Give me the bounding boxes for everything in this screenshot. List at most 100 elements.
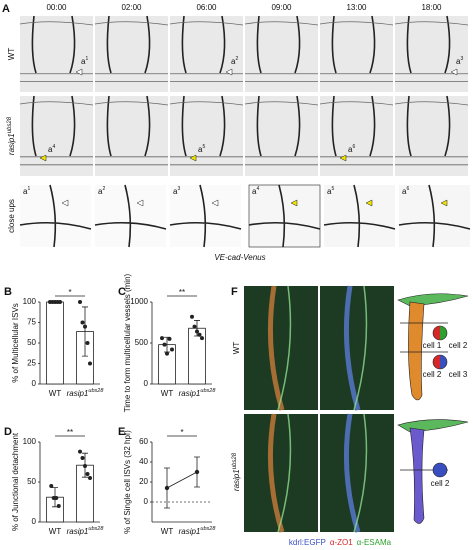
significance: ** xyxy=(67,428,73,437)
micrograph xyxy=(320,414,394,532)
micrographs xyxy=(19,15,471,533)
vessel xyxy=(144,95,151,157)
arrowhead xyxy=(440,199,448,207)
data-point xyxy=(88,476,92,480)
category-sup: ubs28 xyxy=(200,526,216,532)
annotation: a5 xyxy=(327,186,334,196)
category: WT xyxy=(161,389,174,398)
data-point xyxy=(162,342,167,347)
data-point xyxy=(195,329,199,334)
data-point xyxy=(165,351,169,356)
x-tick-label: WT xyxy=(49,389,62,398)
annotation-base: a xyxy=(231,57,236,66)
annotation-sup: 4 xyxy=(256,186,259,192)
data-point xyxy=(85,341,90,345)
stain xyxy=(267,413,285,533)
y-axis-label: % of Single cell ISVs (32 hpf) xyxy=(123,430,132,534)
annotation-sup: 1 xyxy=(27,186,30,192)
arrowhead xyxy=(136,199,144,207)
vessel xyxy=(95,156,168,166)
timepoint: 02:00 xyxy=(121,3,142,12)
schematics xyxy=(397,293,469,524)
data-point xyxy=(170,347,174,352)
annotation: a6 xyxy=(348,144,355,154)
data-point xyxy=(200,336,204,341)
vessel xyxy=(20,156,93,166)
annotation-sup: 2 xyxy=(235,56,238,62)
vessel xyxy=(169,184,242,248)
panel-letter: A xyxy=(2,3,10,15)
legend-item: α-ZO1 xyxy=(330,538,353,547)
y-tick-label: 40 xyxy=(139,457,148,466)
micrograph xyxy=(320,286,394,410)
vessel xyxy=(245,73,318,82)
data-point xyxy=(56,504,61,508)
vessel xyxy=(244,21,319,26)
vessel xyxy=(69,95,76,157)
vessel xyxy=(19,101,94,106)
vessel xyxy=(170,156,243,166)
y-tick-label: 500 xyxy=(135,338,149,347)
annotation-sup: 2 xyxy=(102,186,105,192)
micrograph xyxy=(20,16,93,92)
cell-label: cell 3 xyxy=(449,370,468,379)
panel-letter: D xyxy=(4,426,12,438)
row-label: rasip1ubs28 xyxy=(7,116,17,155)
micrograph xyxy=(244,414,318,532)
arrowhead xyxy=(211,199,219,207)
annotation-sup: 4 xyxy=(52,144,55,150)
annotation: a2 xyxy=(231,56,238,66)
vessel xyxy=(395,156,468,166)
micrograph xyxy=(245,96,318,176)
annotation-base: a xyxy=(348,145,353,154)
annotation-sup: 5 xyxy=(202,144,205,150)
annotation-base: a xyxy=(327,187,332,196)
annotation: a1 xyxy=(23,186,30,196)
micrograph xyxy=(395,16,468,92)
arrowhead xyxy=(189,154,197,162)
vessel xyxy=(94,21,169,26)
significance: ** xyxy=(179,288,185,297)
vessel xyxy=(219,95,226,157)
annotation-base: a xyxy=(48,145,53,154)
annotation-sup: 6 xyxy=(352,144,355,150)
vessel xyxy=(94,184,167,248)
gene: rasip1 xyxy=(7,133,16,155)
vessel xyxy=(19,21,94,26)
y-tick-label: 50 xyxy=(27,338,36,347)
allele: ubs28 xyxy=(232,452,238,469)
y-axis-label: % of Multicellular ISVs xyxy=(11,303,20,383)
annotation-sup: 6 xyxy=(406,186,409,192)
panel-letter: E xyxy=(118,426,125,438)
stain xyxy=(343,285,361,411)
annotation: a4 xyxy=(252,186,259,196)
timepoint: 13:00 xyxy=(346,3,367,12)
micrograph xyxy=(170,16,243,92)
data-point xyxy=(80,456,85,460)
annotation: a5 xyxy=(198,144,205,154)
line xyxy=(166,471,198,489)
timepoint: 06:00 xyxy=(196,3,217,12)
data-point xyxy=(54,496,59,500)
vessel xyxy=(319,21,394,26)
vessel xyxy=(248,184,321,248)
vessel xyxy=(294,15,301,74)
x-tick-label: rasip1ubs28 xyxy=(179,388,217,398)
vessel xyxy=(369,95,376,157)
x-tick-label: rasip1ubs28 xyxy=(179,526,217,536)
y-tick-label: 50 xyxy=(27,477,36,486)
vessel xyxy=(69,15,76,74)
annotation: a4 xyxy=(48,144,55,154)
data-point xyxy=(167,336,172,341)
data-point xyxy=(197,332,202,337)
y-axis-label: Time to form multicellular vessels (min) xyxy=(123,273,132,412)
vessel xyxy=(394,21,469,26)
data-point xyxy=(83,464,87,468)
arrowhead xyxy=(75,68,83,76)
vessel xyxy=(394,101,469,106)
annotation-base: a xyxy=(23,187,28,196)
bar xyxy=(46,301,64,385)
stain xyxy=(277,413,292,533)
data-point xyxy=(88,361,92,366)
legend-item: kdrl:EGFP xyxy=(289,538,326,547)
